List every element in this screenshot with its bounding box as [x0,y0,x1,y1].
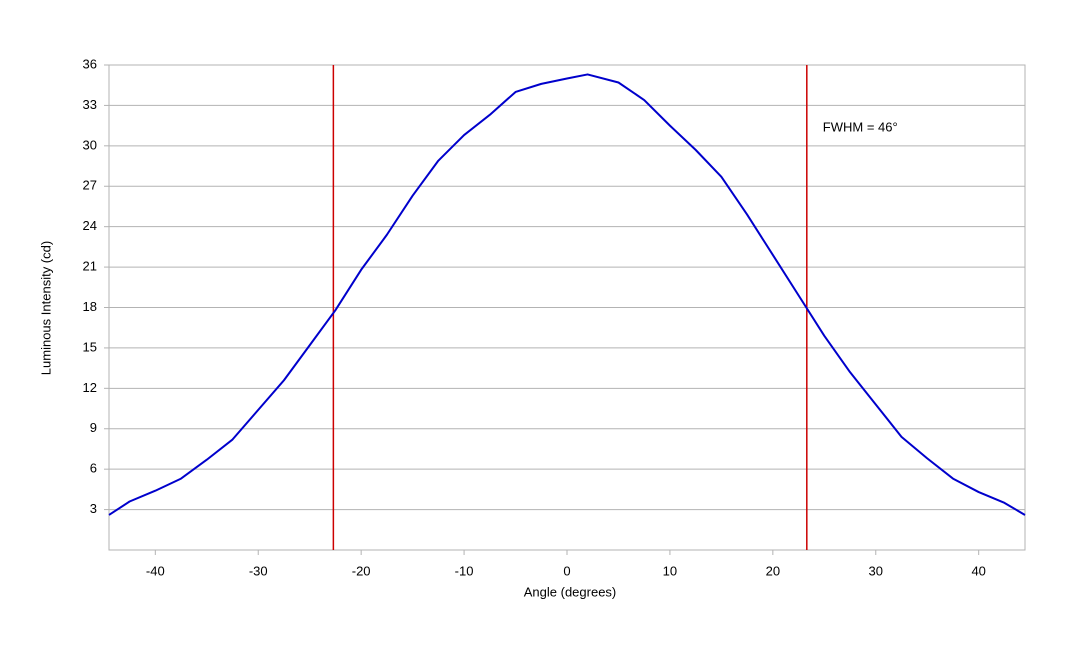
x-tick-label: -10 [455,563,474,578]
y-tick-label: 9 [90,420,97,435]
y-tick-label: 30 [83,137,97,152]
annotation: FWHM = 46° [823,119,898,134]
intensity-curve [108,73,1026,516]
x-tick-label: -40 [146,563,165,578]
y-axis-label: Luminous Intensity (cd) [38,241,53,375]
y-tick-label: 24 [83,218,97,233]
y-tick-label: 15 [83,339,97,354]
y-tick-label: 12 [83,380,97,395]
y-tick-label: 6 [90,461,97,476]
x-tick-label: 20 [766,563,780,578]
y-tick-label: 3 [90,501,97,516]
x-axis-label: Angle (degrees) [524,584,617,599]
x-tick-label: 0 [563,563,570,578]
y-tick-label: 18 [83,299,97,314]
y-tick-label: 36 [83,56,97,71]
y-tick-label: 33 [83,97,97,112]
x-tick-label: 10 [663,563,677,578]
x-tick-label: 40 [971,563,985,578]
y-tick-label: 27 [83,178,97,193]
x-tick-label: 30 [869,563,883,578]
plot-frame [108,64,1026,551]
y-tick-label: 21 [83,259,97,274]
x-tick-label: -30 [249,563,268,578]
x-tick-label: -20 [352,563,371,578]
